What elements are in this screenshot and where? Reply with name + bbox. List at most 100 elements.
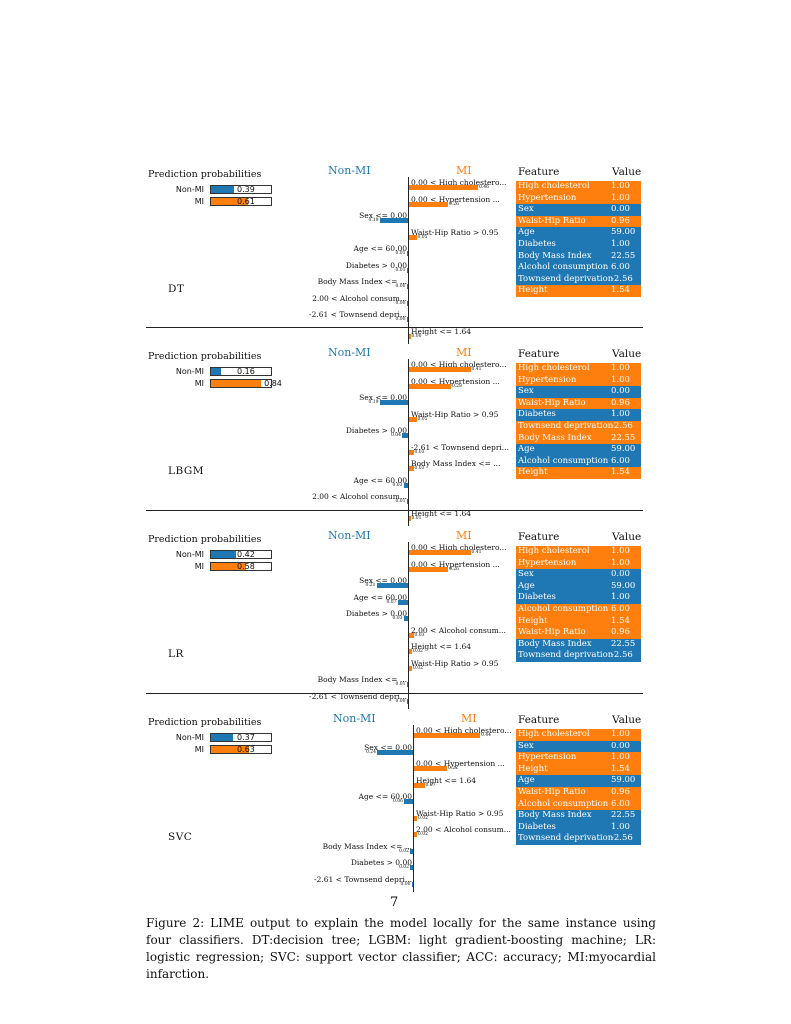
prediction-probabilities-title: Prediction probabilities xyxy=(148,351,262,362)
feature-name: High cholesterol xyxy=(518,181,590,191)
feature-condition-label: Height <= 1.64 xyxy=(416,775,477,785)
prob-bar-frame xyxy=(210,745,272,754)
feature-name: Diabetes xyxy=(518,592,556,603)
table-row: Diabetes 1.00 xyxy=(516,821,641,834)
panel-divider xyxy=(146,693,643,694)
feature-name: Age xyxy=(518,227,535,238)
table-row: Sex 0.00 xyxy=(516,204,641,216)
contribution-bar xyxy=(403,616,408,621)
contribution-bar xyxy=(409,550,471,555)
table-row: Alcohol consumption 6.00 xyxy=(516,798,641,811)
feature-condition-label: -2.61 < Townsend depri... xyxy=(314,874,412,884)
contribution-value: 0.03 xyxy=(414,632,425,638)
contribution-value: 0.03 xyxy=(392,616,403,621)
feature-name: Sex xyxy=(518,204,534,215)
panel-divider xyxy=(146,510,643,511)
table-header-feature: Feature xyxy=(518,531,560,543)
header-mi: MI xyxy=(456,346,472,359)
feature-value: 0.96 xyxy=(611,787,630,797)
feature-name: Alcohol consumption xyxy=(518,798,609,809)
contribution-value: 0.02 xyxy=(413,649,424,654)
contribution-bar xyxy=(409,416,417,422)
feature-value: 22.55 xyxy=(611,810,636,821)
feature-condition-label: -2.61 < Townsend depri... xyxy=(309,310,407,319)
model-name: LR xyxy=(168,648,184,660)
prob-bar-fill xyxy=(211,563,246,570)
feature-value: 1.54 xyxy=(611,763,630,774)
feature-value: 0.00 xyxy=(611,569,630,580)
contribution-bar xyxy=(414,782,425,788)
header-non-mi: Non-MI xyxy=(328,164,371,177)
prob-bar-fill xyxy=(211,198,248,205)
contribution-value: 0.07 xyxy=(425,782,436,788)
feature-condition-label: 0.00 < Hypertension ... xyxy=(411,194,500,204)
feature-condition-label: Diabetes > 0.00 xyxy=(345,426,407,435)
table-row: Age 59.00 xyxy=(516,227,641,239)
prob-bar-frame xyxy=(210,562,272,571)
table-row: Hypertension 1.00 xyxy=(516,374,641,387)
prob-label: MI xyxy=(194,562,204,571)
contribution-bar xyxy=(414,733,480,738)
prob-bar-fill xyxy=(211,186,235,193)
prediction-probabilities-title: Prediction probabilities xyxy=(148,534,262,545)
feature-condition-label: Height <= 1.64 xyxy=(411,508,472,518)
feature-condition-label: Body Mass Index <= ... xyxy=(411,459,501,468)
contribution-value: 0.03 xyxy=(392,482,403,488)
feature-name: Sex xyxy=(518,386,534,397)
feature-condition-label: Diabetes > 0.00 xyxy=(345,260,407,270)
feature-condition-label: 0.00 < High cholestero... xyxy=(411,543,507,552)
contribution-bar xyxy=(414,766,447,771)
prob-value: 0.61 xyxy=(237,197,255,206)
prob-bar-frame xyxy=(210,185,272,194)
contribution-value: 0.06 xyxy=(392,799,403,804)
feature-condition-label: Body Mass Index <= ... xyxy=(317,277,407,286)
feature-name: Waist-Hip Ratio xyxy=(518,787,586,797)
table-row: Age 59.00 xyxy=(516,775,641,787)
feature-value: 0.00 xyxy=(611,740,630,751)
feature-condition-label: Waist-Hip Ratio > 0.95 xyxy=(411,227,499,237)
feature-condition-label: Diabetes > 0.00 xyxy=(345,609,407,618)
feature-condition-label: Age <= 60.00 xyxy=(358,792,412,801)
table-row: Alcohol consumption 6.00 xyxy=(516,604,641,616)
table-row: High cholesterol 1.00 xyxy=(516,729,641,741)
feature-name: Townsend deprivation xyxy=(518,273,614,284)
prob-label: Non-MI xyxy=(175,185,204,194)
header-mi: MI xyxy=(456,529,472,542)
feature-value: 59.00 xyxy=(611,775,636,786)
feature-condition-label: 2.00 < Alcohol consum... xyxy=(312,293,407,303)
contribution-value: 0.01 xyxy=(411,515,422,521)
prediction-probabilities-title: Prediction probabilities xyxy=(148,717,262,728)
feature-condition-label: Age <= 60.00 xyxy=(353,244,407,253)
table-row: Hypertension 1.00 xyxy=(516,752,641,764)
feature-condition-label: -2.61 < Townsend depri... xyxy=(411,442,509,452)
contribution-value: 0.00 xyxy=(395,284,406,289)
contribution-bar xyxy=(379,400,408,405)
contribution-bar xyxy=(406,698,408,704)
feature-value: 1.00 xyxy=(611,729,630,739)
contribution-bar xyxy=(406,682,408,687)
contribution-value: 0.07 xyxy=(386,599,397,605)
table-row: Height 1.54 xyxy=(516,763,641,776)
contribution-value: 0.00 xyxy=(395,300,406,306)
contribution-bar xyxy=(409,466,414,471)
feature-name: Sex xyxy=(518,569,534,580)
feature-value: 59.00 xyxy=(611,580,636,591)
prob-label: Non-MI xyxy=(175,733,204,742)
feature-condition-label: Sex <= 0.00 xyxy=(359,393,407,402)
feature-name: Alcohol consumption xyxy=(518,262,609,273)
feature-condition-label: Body Mass Index <= ... xyxy=(317,675,407,684)
contribution-value: 0.41 xyxy=(471,367,482,372)
contribution-value: 0.19 xyxy=(368,218,379,223)
prediction-probabilities-title: Prediction probabilities xyxy=(148,169,262,180)
feature-value: 1.00 xyxy=(611,409,630,420)
table-row: Hypertension 1.00 xyxy=(516,557,641,570)
contribution-bar xyxy=(404,799,413,804)
prob-value: 0.16 xyxy=(237,367,255,376)
contribution-bar xyxy=(410,865,413,870)
feature-condition-label: 0.00 < Hypertension ... xyxy=(416,759,505,768)
figure-caption: Figure 2: LIME output to explain the mod… xyxy=(146,916,656,981)
prob-label: MI xyxy=(194,197,204,206)
contribution-bar xyxy=(377,749,413,755)
feature-name: Alcohol consumption xyxy=(518,604,609,614)
model-name: SVC xyxy=(168,831,193,843)
